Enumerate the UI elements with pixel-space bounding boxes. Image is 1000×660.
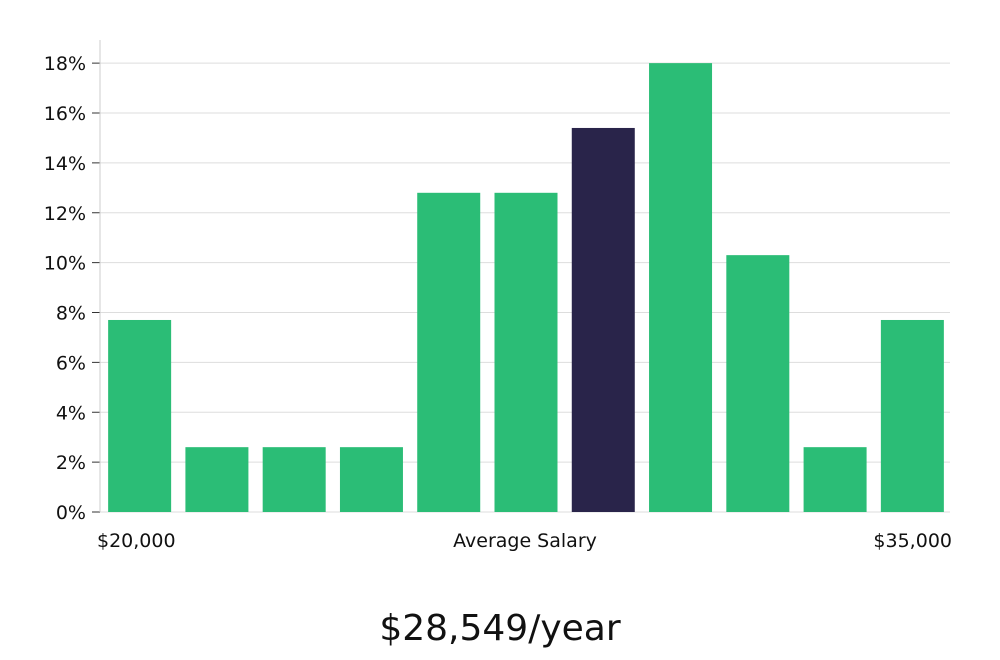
salary-histogram: 0% 2% 4% 6% 8% 10% 12% 14% 16% 18% $20,000 Averag…	[44, 40, 952, 552]
y-tick-label: 0%	[56, 502, 86, 524]
bar-highlighted	[571, 127, 635, 513]
y-tick-label: 2%	[56, 452, 86, 474]
bar	[803, 447, 867, 512]
x-axis-label: Average Salary	[453, 530, 597, 552]
bar	[262, 447, 326, 512]
y-tick-label: 6%	[56, 352, 86, 374]
y-tick-label: 10%	[44, 253, 86, 275]
y-tick-label: 12%	[44, 203, 86, 225]
x-min-label: $20,000	[97, 530, 176, 552]
bar	[417, 192, 481, 513]
average-salary-value: $28,549/year	[379, 608, 621, 649]
x-max-label: $35,000	[873, 530, 952, 552]
y-tick-label: 8%	[56, 303, 86, 325]
bar	[494, 192, 558, 513]
bar	[185, 447, 249, 512]
y-axis-ticks: 0% 2% 4% 6% 8% 10% 12% 14% 16% 18%	[44, 53, 100, 524]
bar	[880, 319, 944, 512]
y-tick-label: 4%	[56, 402, 86, 424]
y-tick-label: 18%	[44, 53, 86, 75]
bars	[108, 63, 944, 513]
bar	[649, 63, 713, 512]
y-tick-label: 16%	[44, 103, 86, 125]
bar	[339, 447, 403, 512]
bar	[108, 319, 172, 512]
y-tick-label: 14%	[44, 153, 86, 175]
bar	[726, 255, 790, 513]
